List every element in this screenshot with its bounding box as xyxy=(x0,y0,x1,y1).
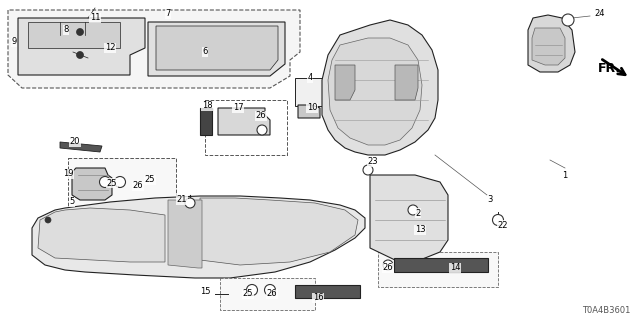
Text: 6: 6 xyxy=(202,47,208,57)
Circle shape xyxy=(116,179,124,186)
Text: 21: 21 xyxy=(177,196,188,204)
Text: 12: 12 xyxy=(105,44,115,52)
Polygon shape xyxy=(370,175,448,260)
Bar xyxy=(295,78,325,106)
Text: 2: 2 xyxy=(415,209,420,218)
Text: 25: 25 xyxy=(145,175,156,185)
Text: 5: 5 xyxy=(69,197,75,206)
Circle shape xyxy=(187,200,193,206)
Circle shape xyxy=(495,217,502,223)
Circle shape xyxy=(45,217,51,223)
Text: 3: 3 xyxy=(487,196,493,204)
Circle shape xyxy=(257,125,267,135)
Circle shape xyxy=(493,214,504,226)
Text: T0A4B3601: T0A4B3601 xyxy=(582,306,630,315)
Polygon shape xyxy=(156,26,278,70)
Circle shape xyxy=(363,165,373,175)
Polygon shape xyxy=(218,108,270,135)
Polygon shape xyxy=(200,108,212,135)
Text: 10: 10 xyxy=(307,103,317,113)
Polygon shape xyxy=(532,28,565,65)
Polygon shape xyxy=(298,105,320,118)
Text: 19: 19 xyxy=(63,170,73,179)
Text: 11: 11 xyxy=(90,13,100,22)
Text: 26: 26 xyxy=(132,181,143,190)
Text: 9: 9 xyxy=(12,37,17,46)
Circle shape xyxy=(77,28,83,36)
Polygon shape xyxy=(335,65,355,100)
Text: 18: 18 xyxy=(202,101,212,110)
Polygon shape xyxy=(148,22,285,76)
Circle shape xyxy=(564,17,572,23)
Text: 25: 25 xyxy=(243,290,253,299)
Circle shape xyxy=(385,262,391,268)
Text: 26: 26 xyxy=(383,263,394,273)
Circle shape xyxy=(266,286,273,293)
Text: 7: 7 xyxy=(165,10,171,19)
Circle shape xyxy=(185,198,195,208)
Circle shape xyxy=(383,260,393,270)
Polygon shape xyxy=(38,208,165,262)
Polygon shape xyxy=(18,18,145,75)
Text: 13: 13 xyxy=(415,226,426,235)
Text: 25: 25 xyxy=(107,179,117,188)
Text: 17: 17 xyxy=(233,103,243,113)
Circle shape xyxy=(77,52,83,59)
Text: 26: 26 xyxy=(267,290,277,299)
Circle shape xyxy=(562,14,574,26)
Circle shape xyxy=(99,177,111,188)
Text: 26: 26 xyxy=(256,111,266,121)
Polygon shape xyxy=(395,65,418,100)
Circle shape xyxy=(410,207,416,213)
Text: 4: 4 xyxy=(307,74,312,83)
Text: 22: 22 xyxy=(498,220,508,229)
Polygon shape xyxy=(200,198,358,265)
Text: FR.: FR. xyxy=(598,61,621,75)
Bar xyxy=(220,278,315,310)
Polygon shape xyxy=(168,200,202,268)
Circle shape xyxy=(365,167,371,173)
Text: 16: 16 xyxy=(313,293,323,302)
Polygon shape xyxy=(394,258,488,272)
Circle shape xyxy=(259,127,265,133)
Polygon shape xyxy=(28,22,120,48)
Circle shape xyxy=(248,286,255,293)
Bar xyxy=(378,252,498,287)
Circle shape xyxy=(102,179,109,186)
Bar xyxy=(205,100,287,155)
Text: 24: 24 xyxy=(595,10,605,19)
Polygon shape xyxy=(322,20,438,155)
Polygon shape xyxy=(295,285,360,298)
Polygon shape xyxy=(328,38,422,145)
Circle shape xyxy=(264,284,275,295)
Text: 14: 14 xyxy=(450,263,460,273)
Text: 8: 8 xyxy=(63,26,68,35)
Text: 20: 20 xyxy=(70,138,80,147)
Text: 1: 1 xyxy=(563,171,568,180)
Circle shape xyxy=(408,205,418,215)
Polygon shape xyxy=(60,142,102,152)
Polygon shape xyxy=(72,168,112,200)
Text: 23: 23 xyxy=(368,157,378,166)
Polygon shape xyxy=(32,196,365,278)
Text: 15: 15 xyxy=(200,287,211,297)
Circle shape xyxy=(115,177,125,188)
Polygon shape xyxy=(8,10,300,88)
Polygon shape xyxy=(528,15,575,72)
Bar xyxy=(68,158,176,213)
Circle shape xyxy=(246,284,257,295)
